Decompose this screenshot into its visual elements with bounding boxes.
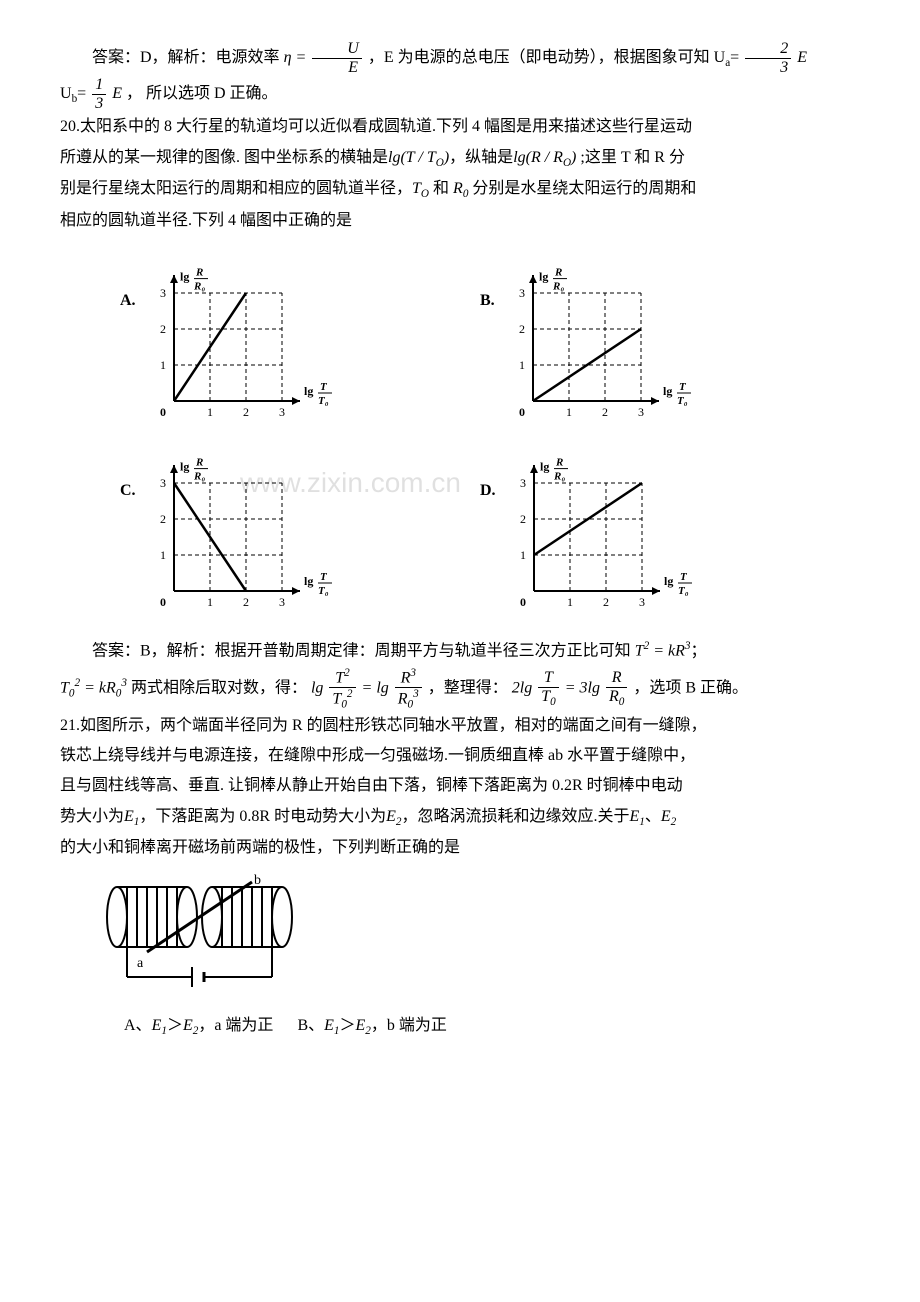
svg-text:1: 1: [160, 358, 166, 372]
q21-options: A、E1＞E2，a 端为正 B、E1＞E2，b 端为正: [60, 1011, 860, 1042]
svg-text:3: 3: [160, 286, 166, 300]
frac-1-3: 1 3: [92, 76, 106, 112]
svg-text:2: 2: [160, 512, 166, 526]
svg-text:1: 1: [567, 595, 573, 609]
frac-T2-T02: T2 T02: [329, 667, 355, 711]
q19-answer: 答案：D，解析：电源效率 η = U E ，E 为电源的总电压（即电动势），根据…: [60, 40, 860, 76]
label-b: b: [254, 873, 261, 888]
svg-text:3: 3: [279, 595, 285, 609]
svg-text:2: 2: [160, 322, 166, 336]
frac-R3-R03: R3 R03: [395, 667, 422, 711]
q19-text2: ，E 为电源的总电压（即电动势），根据图象可知 U: [368, 49, 725, 66]
svg-text:T: T: [320, 571, 328, 583]
chart-B: B. 1122330lgRR₀lgTT₀: [480, 256, 800, 426]
svg-text:3: 3: [160, 476, 166, 490]
q20-stem2: 所遵从的某一规律的图像. 图中坐标系的横轴是lg(T / TO)，纵轴是lg(R…: [60, 143, 860, 174]
chart-D: D. 1122330lgRR₀lgTT₀: [480, 446, 800, 616]
q20-answer: 答案：B，解析：根据开普勒周期定律：周期平方与轨道半径三次方正比可知 T2 = …: [60, 636, 860, 667]
q21-stem5: 的大小和铜棒离开磁场前两端的极性，下列判断正确的是: [60, 833, 860, 863]
q20-stem1: 20.太阳系中的 8 大行星的轨道均可以近似看成圆轨道.下列 4 幅图是用来描述…: [60, 112, 860, 142]
chart-C-svg: 1 1 2 2 3 3 0 lg R R₀ lg T T₀: [144, 446, 354, 616]
svg-text:2: 2: [243, 405, 249, 419]
frac-T-T0: T T0: [538, 669, 559, 708]
svg-text:1: 1: [207, 595, 213, 609]
svg-text:T₀: T₀: [318, 585, 329, 597]
chart-A: A. 1122330lgRR₀lgTT₀: [120, 256, 440, 426]
svg-text:T₀: T₀: [318, 395, 329, 407]
svg-text:lg: lg: [304, 574, 313, 588]
frac-R-R0: R R0: [606, 669, 627, 708]
svg-text:R₀: R₀: [193, 281, 205, 293]
q21-stem2: 铁芯上绕导线并与电源连接，在缝隙中形成一匀强磁场.一铜质细直棒 ab 水平置于缝…: [60, 741, 860, 771]
svg-text:1: 1: [519, 358, 525, 372]
svg-text:lg: lg: [180, 270, 189, 284]
svg-text:R: R: [555, 457, 563, 469]
svg-text:lg: lg: [664, 574, 673, 588]
svg-text:0: 0: [160, 405, 166, 419]
svg-text:T₀: T₀: [677, 395, 688, 407]
svg-text:3: 3: [519, 286, 525, 300]
svg-text:lg: lg: [539, 270, 548, 284]
svg-text:0: 0: [160, 595, 166, 609]
charts-grid: A. 1122330lgRR₀lgTT₀ B. 1122330lgRR₀lgTT…: [120, 256, 800, 616]
q20-stem3: 别是行星绕太阳运行的周期和相应的圆轨道半径，TO 和 R0 分别是水星绕太阳运行…: [60, 174, 860, 205]
svg-text:R: R: [554, 267, 562, 279]
svg-text:2: 2: [243, 595, 249, 609]
svg-text:3: 3: [639, 595, 645, 609]
svg-text:lg: lg: [304, 384, 313, 398]
svg-text:0: 0: [519, 405, 525, 419]
q21-stem4: 势大小为E1，下落距离为 0.8R 时电动势大小为E2，忽略涡流损耗和边缘效应.…: [60, 802, 860, 833]
svg-text:3: 3: [520, 476, 526, 490]
svg-text:2: 2: [602, 405, 608, 419]
q21-stem3: 且与圆柱线等高、垂直. 让铜棒从静止开始自由下落，铜棒下落距离为 0.2R 时铜…: [60, 771, 860, 801]
q19-text1: 答案：D，解析：电源效率: [92, 49, 280, 66]
svg-text:2: 2: [603, 595, 609, 609]
q19-line2: Ub= 1 3 E ， 所以选项 D 正确。: [60, 76, 860, 112]
svg-text:0: 0: [520, 595, 526, 609]
chart-A-svg: 1 1 2 2 3 3 0 lg R R₀ lg T T₀: [144, 256, 354, 426]
q21-stem1: 21.如图所示，两个端面半径同为 R 的圆柱形铁芯同轴水平放置，相对的端面之间有…: [60, 711, 860, 741]
chart-D-svg: 1 1 2 2 3 3 0 lg R R₀ lg T T₀: [504, 446, 714, 616]
svg-text:1: 1: [160, 548, 166, 562]
circuit-figure: a b: [92, 872, 860, 1003]
q20-answer2: T02 = kR03 两式相除后取对数，得： lg T2 T02 = lg R3…: [60, 667, 860, 711]
svg-text:T: T: [680, 571, 688, 583]
svg-text:R₀: R₀: [553, 471, 565, 483]
svg-text:3: 3: [638, 405, 644, 419]
svg-text:2: 2: [519, 322, 525, 336]
label-a: a: [137, 956, 144, 971]
svg-text:R: R: [195, 457, 203, 469]
svg-text:lg: lg: [540, 460, 549, 474]
frac-U-E: U E: [312, 40, 362, 76]
svg-text:T: T: [320, 381, 328, 393]
circuit-svg: a b: [92, 872, 312, 992]
svg-text:R₀: R₀: [193, 471, 205, 483]
svg-text:1: 1: [520, 548, 526, 562]
svg-text:T: T: [679, 381, 687, 393]
svg-text:lg: lg: [663, 384, 672, 398]
svg-text:lg: lg: [180, 460, 189, 474]
svg-text:2: 2: [520, 512, 526, 526]
svg-text:T₀: T₀: [678, 585, 689, 597]
frac-2-3: 2 3: [745, 40, 791, 76]
chart-B-svg: 1 1 2 2 3 3 0 lg R R₀ lg T T₀: [503, 256, 713, 426]
svg-text:R: R: [195, 267, 203, 279]
svg-text:1: 1: [566, 405, 572, 419]
svg-text:3: 3: [279, 405, 285, 419]
svg-text:1: 1: [207, 405, 213, 419]
chart-C: C. 1122330lgRR₀lgTT₀: [120, 446, 440, 616]
eta: η =: [284, 49, 307, 66]
svg-text:R₀: R₀: [552, 281, 564, 293]
q20-stem4: 相应的圆轨道半径.下列 4 幅图中正确的是: [60, 206, 860, 236]
